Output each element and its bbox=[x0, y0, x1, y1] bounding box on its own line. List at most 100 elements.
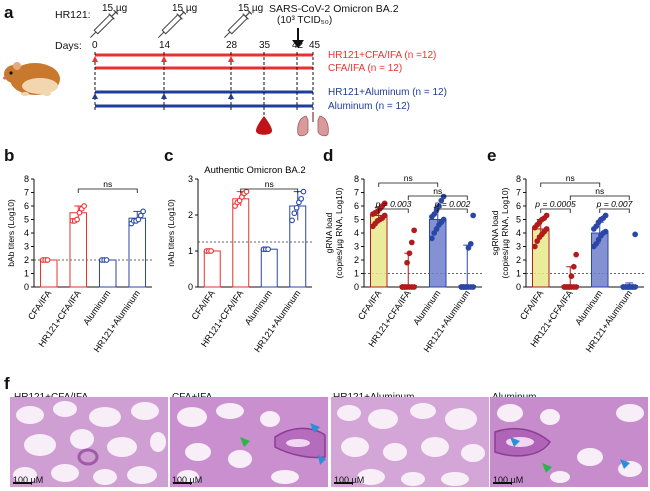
bar bbox=[203, 250, 221, 288]
day-14: 14 bbox=[159, 40, 171, 51]
blood-drop-icon bbox=[256, 116, 272, 135]
significance-label: p = 0.003 bbox=[375, 199, 412, 209]
y-tick-label: 0 bbox=[24, 282, 29, 292]
histology-image-cfa bbox=[170, 397, 328, 487]
x-tick-label: CFA/IFA bbox=[26, 288, 53, 321]
significance-label: ns bbox=[103, 179, 112, 189]
day-45: 45 bbox=[309, 40, 321, 51]
x-tick-label: CFA/IFA bbox=[189, 288, 216, 321]
y-axis-label: bAb titers (Log10) bbox=[6, 199, 16, 267]
histology-image-hr121-cfa bbox=[10, 397, 168, 487]
data-point bbox=[467, 240, 474, 247]
x-tick-label: Aluminum bbox=[411, 288, 442, 327]
panel-label-b: b bbox=[4, 146, 15, 165]
hamster-icon bbox=[3, 62, 60, 96]
significance-bracket bbox=[77, 188, 138, 193]
dose-label-2: 15 µg bbox=[172, 3, 198, 14]
chart-title: Authentic Omicron BA.2 bbox=[204, 165, 305, 176]
y-tick-label: 1 bbox=[24, 269, 29, 279]
chart-c: Authentic Omicron BA.2 0 1 2 3 nAb titers (Lo… bbox=[166, 165, 312, 354]
data-point bbox=[81, 203, 87, 209]
panel-label-e: e bbox=[487, 146, 497, 165]
significance-bracket bbox=[540, 208, 571, 213]
data-point bbox=[411, 284, 417, 290]
significance-label: ns bbox=[595, 186, 604, 196]
data-point bbox=[632, 231, 638, 238]
y-axis-label: sgRNA load bbox=[490, 210, 500, 255]
injection-arrows bbox=[92, 56, 234, 99]
data-point bbox=[440, 193, 447, 200]
scale-bar-label-2: 100 µM bbox=[172, 475, 203, 485]
panel-label-f: f bbox=[4, 374, 10, 393]
y-axis-label: gRNA load bbox=[324, 212, 334, 253]
data-point bbox=[463, 284, 469, 290]
y-tick-label: 1 bbox=[354, 269, 359, 279]
data-point bbox=[531, 243, 538, 250]
y-axis-label: nAb titers (Log10) bbox=[166, 199, 176, 267]
y-tick-label: 3 bbox=[354, 242, 359, 252]
y-tick-label: 6 bbox=[354, 201, 359, 211]
data-point bbox=[44, 257, 51, 263]
y-tick-label: 8 bbox=[516, 174, 521, 184]
dose-label-3: 15 µg bbox=[238, 3, 264, 14]
lungs-icon bbox=[297, 112, 329, 137]
data-point bbox=[103, 257, 110, 263]
day-markers bbox=[94, 52, 314, 118]
y-tick-label: 0 bbox=[354, 282, 359, 292]
data-point bbox=[438, 197, 445, 204]
y-tick-label: 2 bbox=[516, 255, 521, 265]
significance-bracket bbox=[378, 182, 439, 187]
data-point bbox=[381, 212, 388, 219]
data-point bbox=[534, 238, 541, 244]
significance-bracket bbox=[599, 208, 630, 213]
y-tick-label: 7 bbox=[24, 188, 29, 198]
y-tick-label: 5 bbox=[24, 215, 29, 225]
data-point bbox=[595, 236, 602, 243]
challenge-title: SARS-CoV-2 Omicron BA.2 bbox=[269, 3, 399, 15]
y-tick-label: 2 bbox=[354, 255, 359, 265]
scale-bar-label-4: 100 µM bbox=[493, 475, 524, 485]
y-tick-label: 2 bbox=[24, 255, 29, 265]
y-tick-label: 1 bbox=[516, 269, 521, 279]
data-point bbox=[470, 284, 476, 290]
bar bbox=[69, 212, 88, 288]
timeline-prefix: HR121: bbox=[55, 9, 91, 21]
data-point bbox=[300, 188, 307, 195]
data-point bbox=[408, 239, 415, 246]
chart-e: 0 1 2 3 4 5 6 7 8 sgRNA load (copies/µg RNA, Log10… bbox=[490, 173, 644, 354]
significance-label: p = 0.007 bbox=[596, 199, 633, 209]
data-point bbox=[137, 212, 144, 219]
y-tick-label: 5 bbox=[516, 215, 521, 225]
significance-label: ns bbox=[566, 173, 575, 183]
data-point bbox=[406, 250, 413, 257]
day-28: 28 bbox=[226, 40, 238, 51]
histology-image-aluminum bbox=[490, 397, 648, 487]
data-point bbox=[465, 244, 472, 251]
y-tick-label: 3 bbox=[516, 242, 521, 252]
data-point bbox=[404, 259, 410, 266]
data-point bbox=[440, 216, 447, 223]
bar bbox=[128, 217, 147, 288]
data-point bbox=[428, 235, 435, 242]
significance-bracket bbox=[540, 182, 601, 187]
x-tick-label: Aluminum bbox=[573, 288, 604, 327]
data-point bbox=[568, 273, 575, 280]
significance-bracket bbox=[437, 208, 468, 213]
data-point bbox=[573, 251, 579, 258]
data-point bbox=[602, 212, 609, 219]
y-tick-label: 7 bbox=[516, 188, 521, 198]
histology-image-hr121-aluminum bbox=[331, 397, 489, 487]
dose-label-1: 15 µg bbox=[102, 3, 128, 14]
day-0: 0 bbox=[92, 40, 98, 51]
bar bbox=[98, 259, 117, 288]
scale-bar-label-1: 100 µM bbox=[13, 475, 44, 485]
y-tick-label: 7 bbox=[354, 188, 359, 198]
data-point bbox=[298, 195, 305, 202]
y-tick-label: 3 bbox=[24, 242, 29, 252]
syringe-icon-2 bbox=[157, 9, 187, 39]
x-tick-label: CFA/IFA bbox=[356, 288, 383, 321]
group-label-aluminum: Aluminum (n = 12) bbox=[328, 101, 410, 112]
y-tick-label: 4 bbox=[24, 228, 29, 238]
significance-label: ns bbox=[404, 173, 413, 183]
